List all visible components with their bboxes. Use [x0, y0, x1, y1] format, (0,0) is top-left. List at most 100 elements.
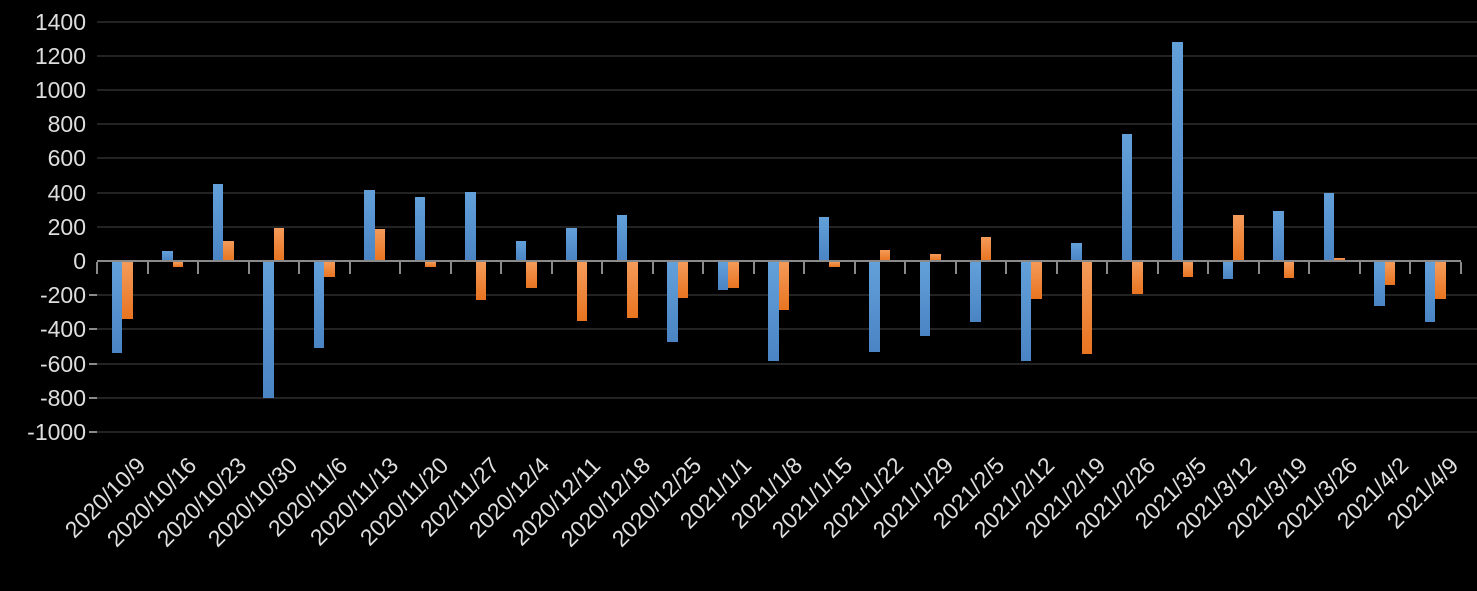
category-tick-mark — [1055, 262, 1058, 274]
bar-blue-2020/11/6 — [313, 262, 325, 349]
category-tick-mark — [348, 262, 351, 274]
bar-orange-2021/3/26 — [1334, 258, 1345, 261]
y-tick-mark — [89, 328, 97, 331]
gridline-200 — [97, 225, 1477, 228]
category-tick-mark — [146, 262, 149, 274]
category-tick-mark — [1308, 262, 1310, 274]
bar-blue-2021/2/26 — [1121, 134, 1133, 261]
y-tick-mark — [89, 362, 97, 365]
bar-blue-2021/3/5 — [1172, 42, 1183, 261]
y-tick-label: 1200 — [34, 42, 86, 69]
bar-blue-2021/1/29 — [919, 262, 931, 336]
bar-blue-2021/1/1 — [717, 262, 729, 291]
y-tick-mark — [89, 396, 97, 399]
gridline-800 — [97, 123, 1477, 126]
category-tick-mark — [651, 262, 654, 274]
bar-orange-2020/10/16 — [172, 262, 184, 268]
category-tick-mark — [702, 262, 704, 274]
bar-orange-2021/2/5 — [980, 237, 992, 261]
category-tick-mark — [803, 262, 805, 274]
bar-blue-2020/10/9 — [111, 262, 123, 354]
category-tick-mark — [954, 262, 957, 274]
category-tick-mark — [1106, 262, 1108, 274]
category-tick-mark — [904, 262, 906, 274]
y-tick-label: 800 — [47, 111, 86, 138]
y-tick-label: 1000 — [34, 77, 86, 103]
category-tick-mark — [752, 262, 755, 274]
bar-blue-2020/10/23 — [212, 184, 224, 261]
gridline-1000 — [97, 89, 1477, 91]
gridline-600 — [97, 157, 1477, 160]
category-tick-mark — [601, 262, 603, 274]
y-tick-label: -200 — [39, 282, 86, 309]
bar-blue-2021/3/26 — [1323, 193, 1335, 261]
bar-blue-202/11/27 — [465, 191, 476, 261]
category-tick-mark — [1156, 262, 1159, 274]
category-tick-mark — [500, 262, 502, 274]
bar-orange-2021/1/29 — [930, 254, 941, 261]
bar-orange-2021/2/12 — [1031, 262, 1042, 299]
bar-blue-2021/4/2 — [1374, 262, 1385, 307]
bar-blue-2021/3/12 — [1222, 262, 1234, 280]
y-tick-mark — [89, 431, 97, 433]
category-tick-mark — [550, 262, 553, 274]
bar-orange-2020/10/9 — [122, 262, 133, 320]
y-tick-label: 1400 — [34, 8, 86, 35]
bar-orange-2020/11/20 — [425, 262, 436, 268]
category-tick-mark — [1257, 262, 1260, 274]
bar-blue-2021/4/9 — [1424, 262, 1436, 322]
category-tick-mark — [197, 262, 199, 274]
bar-blue-2020/12/18 — [616, 214, 628, 261]
y-tick-label: -600 — [39, 350, 86, 377]
y-tick-label: -1000 — [27, 419, 86, 445]
bar-orange-202/11/27 — [475, 262, 487, 300]
x-axis-line — [97, 260, 1461, 262]
bar-orange-2021/4/9 — [1435, 262, 1446, 299]
gridline--400 — [97, 328, 1477, 331]
bar-blue-2020/12/11 — [566, 227, 577, 261]
y-tick-label: 200 — [47, 213, 86, 240]
gridline-1200 — [97, 54, 1477, 57]
gridline--800 — [97, 396, 1477, 399]
bar-orange-2021/3/5 — [1182, 262, 1194, 277]
bar-orange-2021/3/19 — [1283, 262, 1295, 279]
bar-orange-2020/10/23 — [223, 241, 234, 261]
category-tick-mark — [853, 262, 856, 274]
bar-orange-2020/12/11 — [576, 262, 588, 321]
category-tick-mark — [1207, 262, 1209, 274]
bar-orange-2021/1/8 — [778, 262, 790, 310]
bar-blue-2021/1/8 — [768, 262, 779, 362]
category-tick-mark — [1358, 262, 1361, 274]
bar-orange-2020/12/4 — [526, 262, 537, 288]
bar-orange-2021/2/19 — [1081, 262, 1093, 355]
bar-orange-2020/12/25 — [677, 262, 689, 298]
bar-blue-2021/2/5 — [970, 262, 981, 322]
y-tick-label: 0 — [73, 248, 86, 274]
gridline--1000 — [97, 431, 1477, 433]
bar-orange-2021/4/2 — [1384, 262, 1396, 286]
bar-blue-2020/10/30 — [263, 262, 274, 398]
bar-blue-2020/12/4 — [515, 241, 527, 261]
gridline-400 — [97, 191, 1477, 194]
bar-blue-2020/10/16 — [162, 250, 173, 261]
bar-blue-2021/2/19 — [1071, 243, 1082, 261]
bar-blue-2021/2/12 — [1020, 262, 1032, 362]
category-tick-mark — [1409, 262, 1411, 274]
y-tick-mark — [89, 294, 97, 297]
bar-orange-2021/1/15 — [829, 262, 840, 268]
category-tick-mark — [1005, 262, 1007, 274]
category-tick-mark — [96, 262, 98, 274]
bar-orange-2021/1/1 — [728, 262, 739, 288]
bar-orange-2021/1/22 — [879, 249, 891, 261]
bar-orange-2020/11/6 — [324, 262, 335, 278]
bar-orange-2020/12/18 — [627, 262, 638, 318]
y-tick-label: -400 — [39, 316, 86, 343]
category-tick-mark — [449, 262, 452, 274]
category-tick-mark — [298, 262, 300, 274]
bar-blue-2020/11/13 — [364, 190, 375, 261]
gridline--600 — [97, 362, 1477, 365]
category-tick-mark — [1459, 262, 1462, 274]
bar-blue-2021/3/19 — [1273, 211, 1284, 261]
bar-blue-2020/12/25 — [667, 262, 678, 343]
